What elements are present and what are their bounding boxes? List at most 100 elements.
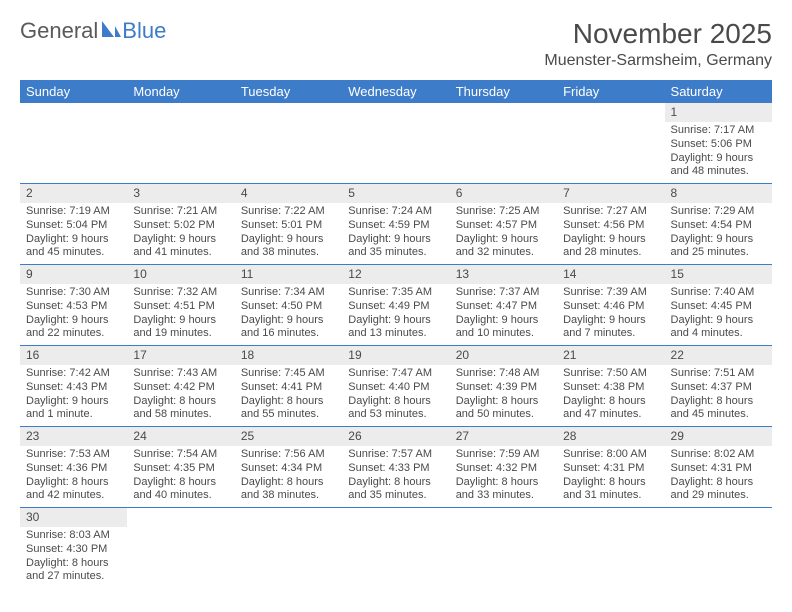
sunset-text: Sunset: 5:06 PM	[671, 138, 766, 152]
sunset-text: Sunset: 4:39 PM	[456, 381, 551, 395]
empty-cell	[127, 103, 234, 184]
day-number: 16	[20, 346, 127, 365]
day-cell: 18Sunrise: 7:45 AMSunset: 4:41 PMDayligh…	[235, 346, 342, 427]
sunset-text: Sunset: 5:02 PM	[133, 219, 228, 233]
day-content: Sunrise: 7:17 AMSunset: 5:06 PMDaylight:…	[665, 122, 772, 183]
day-number: 8	[665, 184, 772, 203]
daylight-text: Daylight: 9 hours and 16 minutes.	[241, 314, 336, 342]
daylight-text: Daylight: 9 hours and 22 minutes.	[26, 314, 121, 342]
calendar-head: SundayMondayTuesdayWednesdayThursdayFrid…	[20, 80, 772, 103]
day-number: 10	[127, 265, 234, 284]
day-content: Sunrise: 7:19 AMSunset: 5:04 PMDaylight:…	[20, 203, 127, 264]
sunrise-text: Sunrise: 7:45 AM	[241, 367, 336, 381]
daylight-text: Daylight: 9 hours and 48 minutes.	[671, 152, 766, 180]
sunset-text: Sunset: 4:45 PM	[671, 300, 766, 314]
empty-cell	[450, 508, 557, 589]
daylight-text: Daylight: 8 hours and 58 minutes.	[133, 395, 228, 423]
day-number: 20	[450, 346, 557, 365]
day-cell: 30Sunrise: 8:03 AMSunset: 4:30 PMDayligh…	[20, 508, 127, 589]
sunrise-text: Sunrise: 7:50 AM	[563, 367, 658, 381]
day-content: Sunrise: 7:40 AMSunset: 4:45 PMDaylight:…	[665, 284, 772, 345]
day-number: 11	[235, 265, 342, 284]
day-cell: 5Sunrise: 7:24 AMSunset: 4:59 PMDaylight…	[342, 184, 449, 265]
sunrise-text: Sunrise: 7:22 AM	[241, 205, 336, 219]
sunrise-text: Sunrise: 7:59 AM	[456, 448, 551, 462]
sunrise-text: Sunrise: 7:32 AM	[133, 286, 228, 300]
sunset-text: Sunset: 4:30 PM	[26, 543, 121, 557]
day-number: 2	[20, 184, 127, 203]
month-title: November 2025	[544, 18, 772, 50]
day-number: 3	[127, 184, 234, 203]
daylight-text: Daylight: 9 hours and 13 minutes.	[348, 314, 443, 342]
day-number: 28	[557, 427, 664, 446]
day-number: 4	[235, 184, 342, 203]
daylight-text: Daylight: 8 hours and 31 minutes.	[563, 476, 658, 504]
day-cell: 17Sunrise: 7:43 AMSunset: 4:42 PMDayligh…	[127, 346, 234, 427]
sunset-text: Sunset: 4:32 PM	[456, 462, 551, 476]
sunrise-text: Sunrise: 7:37 AM	[456, 286, 551, 300]
sunset-text: Sunset: 4:51 PM	[133, 300, 228, 314]
day-cell: 16Sunrise: 7:42 AMSunset: 4:43 PMDayligh…	[20, 346, 127, 427]
sunrise-text: Sunrise: 7:17 AM	[671, 124, 766, 138]
day-number: 7	[557, 184, 664, 203]
day-cell: 25Sunrise: 7:56 AMSunset: 4:34 PMDayligh…	[235, 427, 342, 508]
sunrise-text: Sunrise: 7:56 AM	[241, 448, 336, 462]
location: Muenster-Sarmsheim, Germany	[544, 52, 772, 70]
sunrise-text: Sunrise: 7:54 AM	[133, 448, 228, 462]
day-cell: 15Sunrise: 7:40 AMSunset: 4:45 PMDayligh…	[665, 265, 772, 346]
daylight-text: Daylight: 9 hours and 41 minutes.	[133, 233, 228, 261]
day-content: Sunrise: 7:21 AMSunset: 5:02 PMDaylight:…	[127, 203, 234, 264]
daylight-text: Daylight: 9 hours and 32 minutes.	[456, 233, 551, 261]
calendar-row: 1Sunrise: 7:17 AMSunset: 5:06 PMDaylight…	[20, 103, 772, 184]
day-cell: 13Sunrise: 7:37 AMSunset: 4:47 PMDayligh…	[450, 265, 557, 346]
calendar-row: 2Sunrise: 7:19 AMSunset: 5:04 PMDaylight…	[20, 184, 772, 265]
day-number: 1	[665, 103, 772, 122]
daylight-text: Daylight: 8 hours and 35 minutes.	[348, 476, 443, 504]
daylight-text: Daylight: 9 hours and 4 minutes.	[671, 314, 766, 342]
weekday-header: Sunday	[20, 80, 127, 103]
empty-cell	[235, 103, 342, 184]
day-cell: 26Sunrise: 7:57 AMSunset: 4:33 PMDayligh…	[342, 427, 449, 508]
weekday-header: Friday	[557, 80, 664, 103]
empty-cell	[342, 103, 449, 184]
sunrise-text: Sunrise: 7:30 AM	[26, 286, 121, 300]
daylight-text: Daylight: 8 hours and 33 minutes.	[456, 476, 551, 504]
sunset-text: Sunset: 4:38 PM	[563, 381, 658, 395]
daylight-text: Daylight: 8 hours and 42 minutes.	[26, 476, 121, 504]
day-number: 19	[342, 346, 449, 365]
sunset-text: Sunset: 4:43 PM	[26, 381, 121, 395]
sunset-text: Sunset: 4:41 PM	[241, 381, 336, 395]
daylight-text: Daylight: 9 hours and 38 minutes.	[241, 233, 336, 261]
sunset-text: Sunset: 4:54 PM	[671, 219, 766, 233]
sunrise-text: Sunrise: 7:40 AM	[671, 286, 766, 300]
daylight-text: Daylight: 9 hours and 1 minute.	[26, 395, 121, 423]
daylight-text: Daylight: 8 hours and 55 minutes.	[241, 395, 336, 423]
weekday-header: Saturday	[665, 80, 772, 103]
day-cell: 6Sunrise: 7:25 AMSunset: 4:57 PMDaylight…	[450, 184, 557, 265]
day-cell: 10Sunrise: 7:32 AMSunset: 4:51 PMDayligh…	[127, 265, 234, 346]
day-content: Sunrise: 7:48 AMSunset: 4:39 PMDaylight:…	[450, 365, 557, 426]
day-cell: 4Sunrise: 7:22 AMSunset: 5:01 PMDaylight…	[235, 184, 342, 265]
day-number: 17	[127, 346, 234, 365]
day-number: 23	[20, 427, 127, 446]
calendar-table: SundayMondayTuesdayWednesdayThursdayFrid…	[20, 80, 772, 588]
day-cell: 21Sunrise: 7:50 AMSunset: 4:38 PMDayligh…	[557, 346, 664, 427]
day-number: 30	[20, 508, 127, 527]
day-content: Sunrise: 7:54 AMSunset: 4:35 PMDaylight:…	[127, 446, 234, 507]
empty-cell	[20, 103, 127, 184]
sunset-text: Sunset: 4:47 PM	[456, 300, 551, 314]
day-content: Sunrise: 8:03 AMSunset: 4:30 PMDaylight:…	[20, 527, 127, 588]
day-content: Sunrise: 7:39 AMSunset: 4:46 PMDaylight:…	[557, 284, 664, 345]
day-cell: 1Sunrise: 7:17 AMSunset: 5:06 PMDaylight…	[665, 103, 772, 184]
day-number: 25	[235, 427, 342, 446]
calendar-row: 9Sunrise: 7:30 AMSunset: 4:53 PMDaylight…	[20, 265, 772, 346]
sunset-text: Sunset: 4:37 PM	[671, 381, 766, 395]
day-content: Sunrise: 7:34 AMSunset: 4:50 PMDaylight:…	[235, 284, 342, 345]
sunrise-text: Sunrise: 8:03 AM	[26, 529, 121, 543]
day-number: 5	[342, 184, 449, 203]
weekday-header: Tuesday	[235, 80, 342, 103]
day-content: Sunrise: 7:57 AMSunset: 4:33 PMDaylight:…	[342, 446, 449, 507]
day-content: Sunrise: 7:59 AMSunset: 4:32 PMDaylight:…	[450, 446, 557, 507]
day-content: Sunrise: 7:51 AMSunset: 4:37 PMDaylight:…	[665, 365, 772, 426]
empty-cell	[342, 508, 449, 589]
